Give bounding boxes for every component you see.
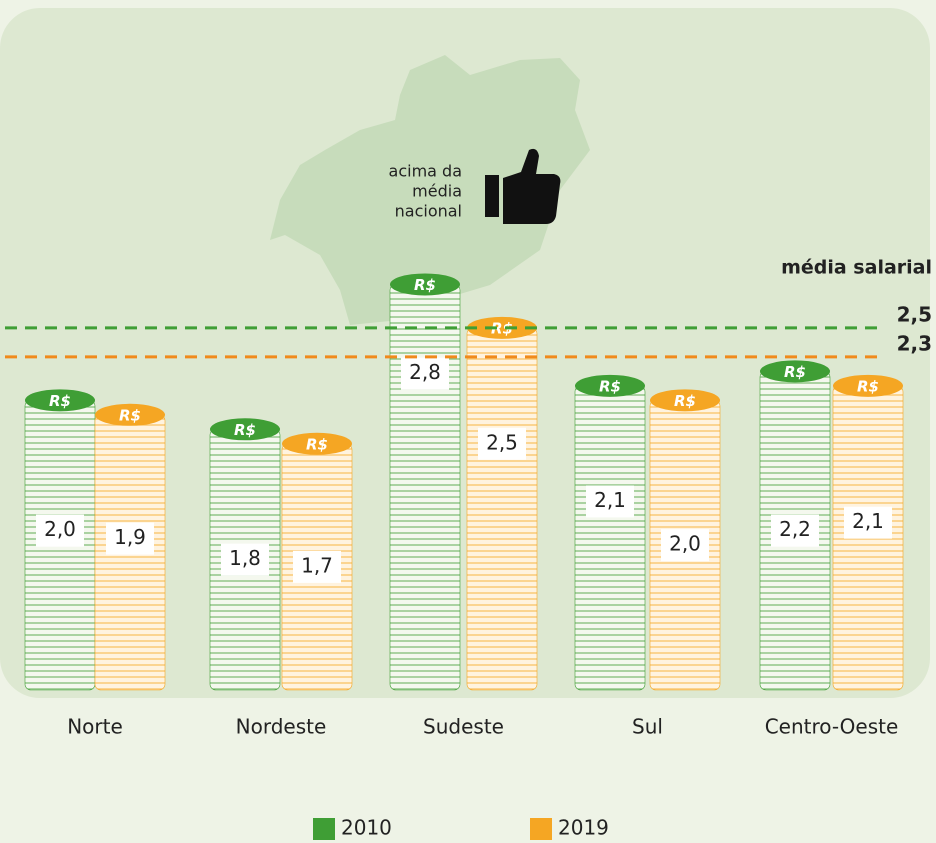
value-label: 2,5 (486, 430, 518, 454)
coin-top (95, 403, 165, 426)
coin-symbol: R$ (234, 421, 256, 439)
value-label: 2,2 (779, 517, 811, 541)
coin-top (390, 273, 460, 296)
coin-symbol: R$ (599, 377, 621, 395)
value-label: 1,9 (114, 525, 146, 549)
reference-label: 2,3 (897, 331, 932, 355)
value-label-box (221, 543, 269, 576)
coin-symbol: R$ (857, 377, 879, 395)
reference-label: 2,5 (897, 302, 932, 326)
coin-symbol: R$ (491, 319, 513, 337)
annotation: média (412, 182, 462, 201)
thumbs-up-icon (485, 148, 561, 224)
coin-symbol: R$ (414, 276, 436, 294)
value-label-box (293, 550, 341, 583)
value-label: 1,8 (229, 546, 261, 570)
value-label-box (401, 357, 449, 390)
coin-stack (389, 284, 461, 691)
coin-symbol: R$ (306, 435, 328, 453)
x-tick-label: Sul (632, 715, 663, 739)
coin-stack (466, 327, 538, 691)
reference-title: média salarial (781, 257, 932, 279)
value-label-box (586, 485, 634, 518)
value-label: 2,1 (852, 509, 884, 533)
coin-top (650, 389, 720, 412)
x-tick-label: Nordeste (236, 715, 327, 739)
coin-top (467, 316, 537, 339)
value-label: 2,8 (409, 360, 441, 384)
coin-symbol: R$ (119, 406, 141, 424)
value-label-box (106, 522, 154, 555)
value-label-box (36, 514, 84, 547)
x-tick-label: Norte (67, 715, 123, 739)
value-label-box (478, 427, 526, 460)
annotation: nacional (395, 202, 462, 221)
value-label: 2,1 (594, 488, 626, 512)
value-label-box (844, 506, 892, 539)
coin-top (833, 374, 903, 397)
coin-top (282, 432, 352, 455)
legend-swatch (313, 818, 335, 840)
value-label-box (771, 514, 819, 547)
coin-top (760, 360, 830, 383)
coin-top (210, 418, 280, 441)
legend-label: 2019 (558, 816, 609, 840)
map-shape (270, 55, 590, 325)
legend-swatch (530, 818, 552, 840)
x-tick-label: Sudeste (423, 715, 504, 739)
annotation: acima da (389, 162, 462, 181)
coin-symbol: R$ (49, 392, 71, 410)
value-label: 2,0 (44, 517, 76, 541)
value-label-box (661, 529, 709, 562)
value-label: 2,0 (669, 532, 701, 556)
coin-symbol: R$ (784, 363, 806, 381)
coin-symbol: R$ (674, 392, 696, 410)
coin-top (25, 389, 95, 412)
coin-top (575, 374, 645, 397)
legend-label: 2010 (341, 816, 392, 840)
value-label: 1,7 (301, 553, 333, 577)
coin-stack (574, 385, 646, 691)
x-tick-label: Centro-Oeste (765, 715, 899, 739)
